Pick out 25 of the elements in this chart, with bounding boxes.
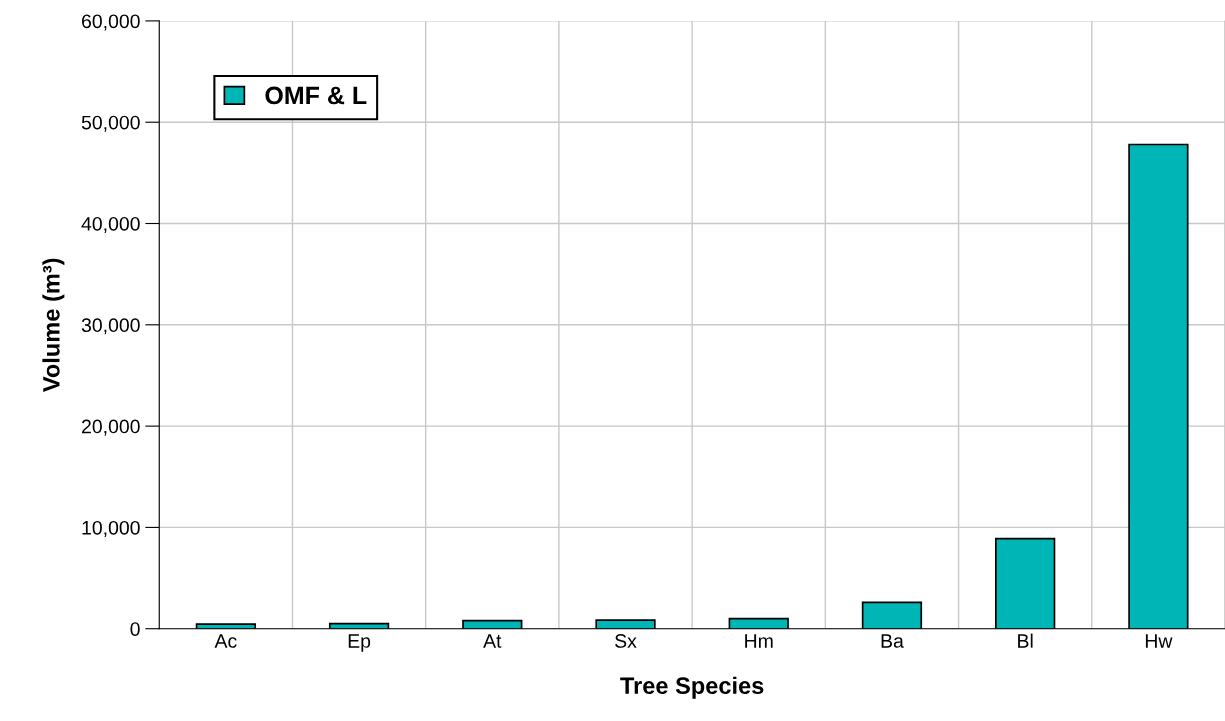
x-tick-label: At (483, 634, 502, 648)
x-tick-label: Hm (745, 634, 773, 648)
bar (995, 537, 1056, 629)
bar (1128, 143, 1189, 629)
x-tick-label: Hw (1145, 634, 1173, 648)
y-tick-label: 0 (130, 622, 140, 636)
legend-label: OMF & L (265, 86, 367, 105)
x-tick-label: Ep (348, 634, 371, 652)
y-tick-label: 20,000 (82, 419, 140, 436)
y-tick-label: 50,000 (81, 115, 140, 132)
bar (195, 623, 257, 629)
x-tick-label: Ba (881, 634, 904, 648)
bar (728, 617, 789, 629)
y-tick-label: 10,000 (82, 520, 140, 537)
x-tick-label: Bl (1018, 633, 1033, 648)
x-tick-label: Ac (214, 634, 237, 648)
y-tick-label: 40,000 (81, 216, 140, 234)
x-tick-label: Sx (615, 634, 637, 648)
bar (595, 619, 656, 629)
y-axis-title: Volume (m³) (42, 258, 65, 392)
x-axis-title: Tree Species (620, 676, 764, 699)
y-tick-label: 30,000 (81, 318, 140, 335)
y-tick-label: 60,000 (82, 14, 140, 31)
bar (462, 619, 523, 629)
bar (861, 601, 923, 629)
